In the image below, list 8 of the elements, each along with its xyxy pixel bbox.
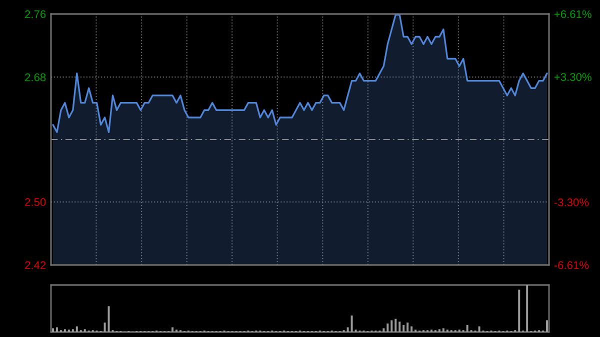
y-tick-label: 2.76 (25, 10, 46, 18)
y2-tick-label: -6.61% (554, 261, 589, 270)
y-tick-label: 2.68 (25, 73, 46, 82)
y2-tick-label: +6.61% (554, 10, 592, 18)
y2-tick-label: -3.30% (554, 198, 589, 206)
y-tick-label: 2.50 (25, 198, 46, 206)
y2-tick-label: +3.30% (554, 73, 592, 81)
y-tick-label: 2.42 (25, 261, 46, 270)
